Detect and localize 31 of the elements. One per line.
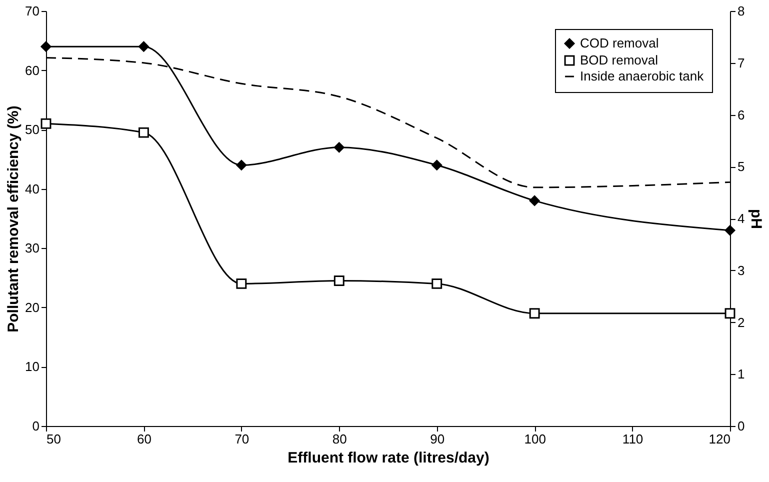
- y-tick-label: 60: [25, 62, 40, 78]
- x-tick-label: 90: [430, 432, 445, 446]
- y-tick-label: 50: [25, 122, 40, 138]
- y2-tick-label: 1: [738, 366, 745, 382]
- x-tick-label: 50: [46, 432, 61, 446]
- y-tick-label: 10: [25, 359, 40, 374]
- y-tick-label: 0: [32, 418, 40, 434]
- y2-axis-title: pH: [748, 209, 765, 229]
- legend-label: COD removal: [580, 36, 659, 50]
- y2-tick-label: 2: [738, 314, 745, 330]
- y-tick-label: 70: [25, 4, 40, 18]
- x-tick-label: 80: [332, 432, 347, 446]
- y2-tick-label: 0: [738, 418, 745, 434]
- y-tick-label: 40: [25, 181, 40, 196]
- y2-tick-label: 3: [738, 262, 745, 278]
- x-tick-label: 60: [136, 432, 152, 446]
- y2-tick-label: 8: [738, 4, 745, 18]
- y2-tick-label: 5: [738, 159, 745, 174]
- x-tick-label: 70: [234, 432, 250, 446]
- y2-tick-label: 7: [738, 55, 745, 70]
- legend-label: Inside anaerobic tank: [580, 68, 704, 84]
- y-tick-label: 30: [25, 240, 40, 256]
- y-axis-title: Pollutant removal efficiency (%): [5, 106, 22, 332]
- y2-tick-label: 4: [738, 211, 745, 226]
- x-tick-label: 110: [622, 432, 644, 446]
- y-tick-label: 20: [25, 300, 40, 315]
- y2-tick-label: 6: [738, 107, 745, 122]
- x-tick-label: 100: [524, 432, 546, 446]
- legend-label: BOD removal: [580, 52, 658, 68]
- x-axis-title: Effluent flow rate (litres/day): [288, 450, 490, 466]
- x-tick-label: 120: [708, 432, 730, 446]
